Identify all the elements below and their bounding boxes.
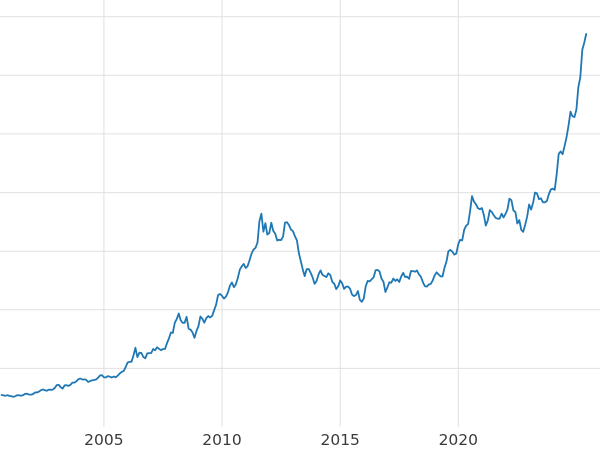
x-axis-tick-label: 2005 [84,431,123,449]
price-series-line [0,33,588,398]
x-axis-tick-label: 2015 [320,431,359,449]
x-axis-tick-label: 2020 [439,431,478,449]
x-axis-tick-label: 2010 [202,431,241,449]
